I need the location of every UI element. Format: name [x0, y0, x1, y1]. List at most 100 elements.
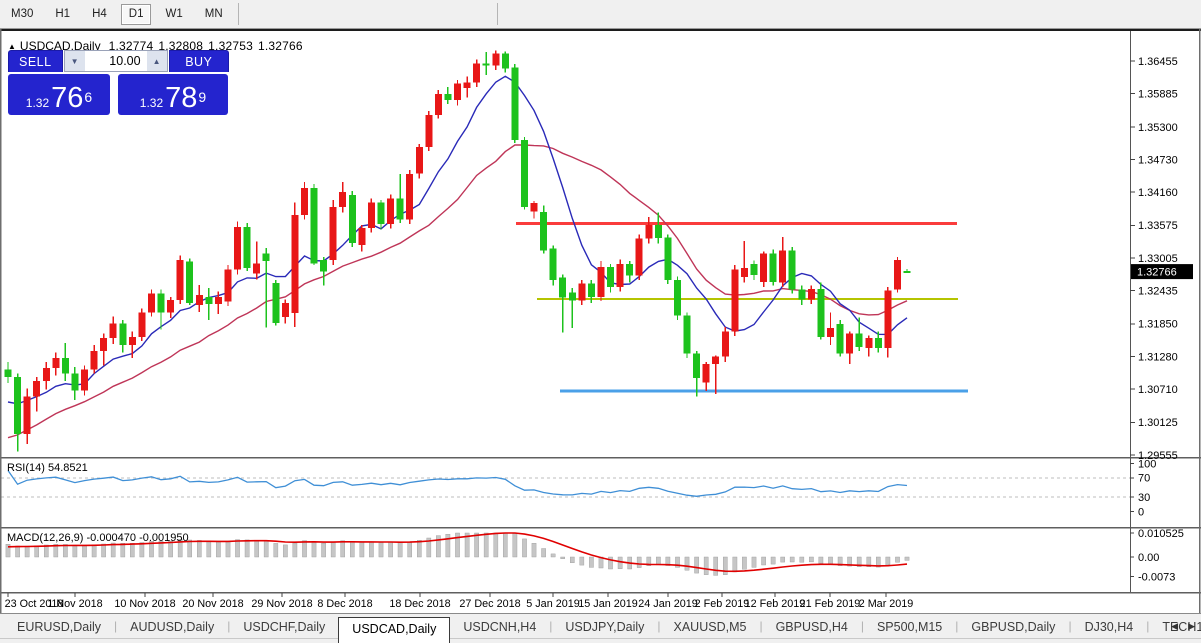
- tabs-scroll-left-icon[interactable]: ◀: [1171, 621, 1179, 631]
- chart-tab-bar: EURUSD,Daily | AUDUSD,Daily | USDCHF,Daily US…: [0, 613, 1201, 643]
- tab-separator: |: [759, 619, 763, 633]
- sell-price-big: 76: [51, 82, 84, 114]
- buy-price-base: 1.32: [139, 96, 164, 110]
- date-axis-label: 27 Dec 2018: [459, 598, 520, 610]
- timeframe-button-mn[interactable]: MN: [204, 7, 223, 20]
- price-axis-label: 1.34730: [1138, 154, 1178, 166]
- tabs-scroll-right-icon[interactable]: ▶: [1188, 621, 1195, 631]
- sell-price-button[interactable]: 1.32 76 6: [8, 74, 110, 115]
- chart-tab-sp500-m15[interactable]: SP500,M15: [876, 620, 943, 634]
- date-axis-label: 1 Nov 2018: [47, 598, 102, 610]
- tab-scroll-controls: ◀ ▶: [1167, 619, 1199, 634]
- date-axis-label: 24 Jan 2019: [638, 598, 697, 610]
- price-axis-label: 1.35885: [1138, 88, 1178, 100]
- timeframe-button-h4[interactable]: H4: [92, 7, 107, 20]
- volume-input[interactable]: [84, 51, 147, 71]
- macd-signal-line: [7, 532, 908, 573]
- price-axis-label: 1.29555: [1138, 450, 1178, 462]
- date-axis-label: 5 Jan 2019: [526, 598, 579, 610]
- price-axis-label: 1.33005: [1138, 253, 1178, 265]
- tab-separator: |: [1146, 619, 1150, 633]
- chart-tab-eurusd-daily[interactable]: EURUSD,Daily: [17, 620, 102, 634]
- chart-tab-audusd-daily[interactable]: AUDUSD,Daily: [130, 620, 215, 634]
- macd-indicator-label: MACD(12,26,9) -0.000470 -0.001950: [7, 532, 189, 544]
- macd-axis-label: 0.00: [1138, 552, 1159, 564]
- rsi-name: RSI(14): [7, 462, 45, 474]
- buy-price-pip: 9: [198, 89, 207, 105]
- chart-tabs: EURUSD,Daily | AUDUSD,Daily | USDCHF,Daily US…: [0, 614, 1201, 643]
- collapse-chart-icon[interactable]: ▲: [8, 42, 16, 51]
- tab-separator: |: [227, 619, 231, 633]
- timeframe-button-w1[interactable]: W1: [165, 7, 183, 20]
- buy-price-button[interactable]: 1.32 78 9: [118, 74, 228, 115]
- timeframe-button-d1[interactable]: D1: [120, 3, 152, 25]
- date-axis-label: 21 Feb 2019: [800, 598, 861, 610]
- date-axis-label: 2 Mar 2019: [859, 598, 914, 610]
- sell-button[interactable]: SELL: [8, 50, 63, 72]
- macd-main-value: -0.000470: [86, 532, 137, 544]
- chart-tab-usdjpy-daily[interactable]: USDJPY,Daily: [565, 620, 645, 634]
- candles: [4, 50, 911, 452]
- buy-button[interactable]: BUY: [168, 50, 229, 72]
- chart-symbol-label: USDCAD,Daily: [19, 39, 101, 53]
- price-axis-label: 1.31850: [1138, 319, 1178, 331]
- ohlc-open: 1.32774: [108, 39, 154, 53]
- rsi-axis-label: 0: [1138, 506, 1144, 518]
- ohlc-low: 1.32753: [208, 39, 253, 53]
- sell-price-base: 1.32: [25, 96, 50, 110]
- price-axis-label: 1.34160: [1138, 187, 1178, 199]
- chart-tab-xauusd-m5[interactable]: XAUUSD,M5: [673, 620, 747, 634]
- chart-title: ▲ USDCAD,Daily 1.32774 1.32808 1.32753 1.3276…: [8, 39, 308, 53]
- date-axis-label: 20 Nov 2018: [182, 598, 243, 610]
- date-axis-label: 2 Feb 2019: [695, 598, 750, 610]
- date-axis-label: 8 Dec 2018: [317, 598, 372, 610]
- price-axis-label: 1.33575: [1138, 220, 1178, 232]
- volume-increase-icon[interactable]: ▲: [146, 51, 167, 71]
- chart-tab-tech100-h1[interactable]: TECH100,H1: [1162, 620, 1201, 634]
- macd-axis-label: -0.0073: [1138, 572, 1175, 584]
- macd-axis-label: 0.010525: [1138, 528, 1184, 540]
- slow-ma-line: [7, 144, 908, 439]
- ohlc-close: 1.32766: [257, 39, 303, 53]
- tab-separator: |: [549, 619, 553, 633]
- ohlc-high: 1.32808: [158, 39, 204, 53]
- fast-ma-line: [7, 75, 908, 405]
- macd-name: MACD(12,26,9): [7, 532, 84, 544]
- current-price-tag: [1131, 264, 1193, 280]
- tab-separator: |: [1068, 619, 1072, 633]
- chart-tab-usdcad-daily[interactable]: USDCAD,Daily: [338, 617, 451, 643]
- chart-tab-usdchf-daily[interactable]: USDCHF,Daily: [243, 620, 326, 634]
- rsi-line: [7, 470, 908, 497]
- date-axis-label: 23 Oct 2018: [5, 598, 64, 610]
- chart-tab-dj30-h4[interactable]: DJ30,H4: [1084, 620, 1134, 634]
- chart-window: 1.36455 1.35885 1.35300 1.34730 1.34160 1.335…: [0, 28, 1201, 613]
- date-axis-label: 15 Jan 2019: [578, 598, 637, 610]
- date-axis-label: 12 Feb 2019: [745, 598, 806, 610]
- chart-canvas[interactable]: 1.36455 1.35885 1.35300 1.34730 1.34160 1.335…: [0, 28, 1201, 613]
- sell-price-pip: 6: [84, 89, 93, 105]
- current-price-tag-label: 1.32766: [1137, 267, 1177, 279]
- tab-separator: |: [657, 619, 661, 633]
- price-axis-label: 1.30710: [1138, 384, 1178, 396]
- timeframe-toolbar: M30 H1 H4 D1 W1 MN: [0, 0, 1201, 28]
- toolbar-separator: [237, 3, 239, 25]
- rsi-axis-label: 30: [1138, 492, 1150, 504]
- rsi-value: 54.8521: [47, 462, 88, 474]
- tab-separator: |: [860, 619, 864, 633]
- price-axis-label: 1.32435: [1138, 285, 1178, 297]
- chart-tab-usdcnh-h4[interactable]: USDCNH,H4: [463, 620, 537, 634]
- macd-signal-value: -0.001950: [139, 532, 189, 544]
- price-axis-label: 1.36455: [1138, 56, 1178, 68]
- chart-tab-gbpusd-h4[interactable]: GBPUSD,H4: [775, 620, 848, 634]
- tab-separator: |: [114, 619, 118, 633]
- chart-tab-gbpusd-daily[interactable]: GBPUSD,Daily: [971, 620, 1056, 634]
- rsi-indicator-label: RSI(14) 54.8521: [7, 462, 88, 474]
- timeframe-button-m30[interactable]: M30: [11, 7, 34, 20]
- timeframe-button-h1[interactable]: H1: [55, 7, 71, 20]
- date-axis-label: 29 Nov 2018: [251, 598, 312, 610]
- volume-stepper: ▼ ▲: [63, 50, 168, 72]
- volume-decrease-icon[interactable]: ▼: [64, 51, 85, 71]
- buy-price-big: 78: [165, 82, 198, 114]
